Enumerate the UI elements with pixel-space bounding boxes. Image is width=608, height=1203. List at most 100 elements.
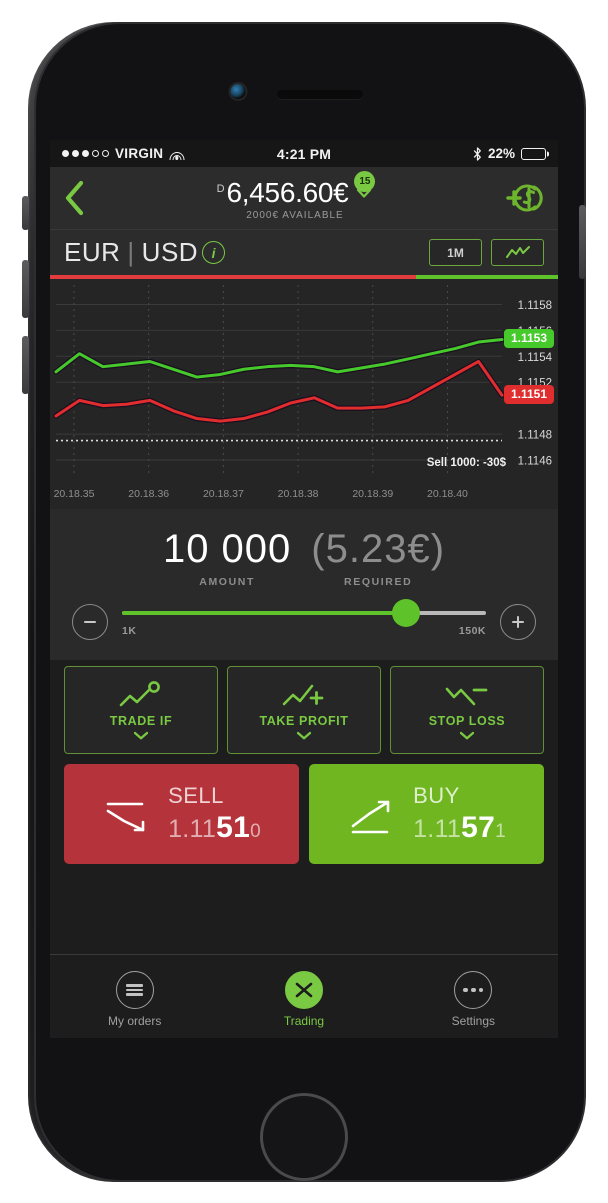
slider-handle[interactable] bbox=[391, 599, 420, 627]
sell-price-prefix: 1.11 bbox=[168, 815, 217, 843]
notification-badge: 15 bbox=[354, 171, 376, 192]
amount-slider-section: 1K 150K bbox=[50, 599, 558, 660]
ring-switch[interactable] bbox=[22, 196, 29, 230]
trade-if-button[interactable]: TRADE IF bbox=[64, 666, 218, 754]
svg-text:20.18.35: 20.18.35 bbox=[54, 488, 95, 500]
ellipsis-icon bbox=[454, 971, 493, 1009]
trading-icon bbox=[284, 971, 323, 1009]
price-chart[interactable]: 1.11581.11561.11541.11521.11481.114620.1… bbox=[50, 279, 558, 509]
svg-text:1.1154: 1.1154 bbox=[518, 352, 553, 364]
amount-slider[interactable]: 1K 150K bbox=[122, 599, 486, 637]
svg-text:1.1148: 1.1148 bbox=[518, 430, 552, 442]
increment-button[interactable] bbox=[500, 604, 536, 640]
back-chevron-icon[interactable] bbox=[64, 180, 86, 216]
balance-dropdown[interactable]: 15 bbox=[354, 171, 376, 202]
tab-trading-label: Trading bbox=[283, 1014, 325, 1028]
buy-price: 1.11571 bbox=[413, 811, 506, 845]
tab-my-orders-label: My orders bbox=[107, 1014, 162, 1028]
amount-value: 10 000 bbox=[162, 527, 292, 571]
tab-my-orders[interactable]: My orders bbox=[50, 971, 219, 1028]
minus-icon bbox=[84, 621, 96, 623]
volume-up-button[interactable] bbox=[22, 260, 29, 318]
sell-price-pips: 51 bbox=[216, 811, 251, 844]
sell-annotation: Sell 1000: -30$ bbox=[426, 457, 506, 469]
chevron-down-icon bbox=[357, 188, 372, 198]
stop-loss-label: STOP LOSS bbox=[428, 713, 506, 728]
buy-price-suffix: 1 bbox=[495, 821, 506, 842]
sentiment-buy-portion bbox=[415, 275, 558, 279]
amount-section: 10 000 AMOUNT (5.23€) REQUIRED bbox=[50, 509, 558, 602]
plus-icon bbox=[512, 616, 524, 628]
available-balance: 2000€ AVAILABLE bbox=[246, 210, 344, 221]
tab-trading[interactable]: Trading bbox=[219, 971, 388, 1028]
trade-if-icon bbox=[119, 680, 160, 706]
volume-down-button[interactable] bbox=[22, 336, 29, 394]
currency-pair[interactable]: EUR | USD bbox=[64, 237, 198, 268]
battery-icon bbox=[521, 147, 546, 160]
pair-separator: | bbox=[127, 237, 135, 267]
stop-loss-button[interactable]: STOP LOSS bbox=[390, 666, 544, 754]
carrier-name: VIRGIN bbox=[115, 146, 164, 161]
svg-text:20.18.38: 20.18.38 bbox=[278, 488, 319, 500]
slider-track[interactable] bbox=[122, 599, 486, 627]
slider-fill bbox=[122, 611, 406, 615]
info-icon[interactable]: i bbox=[202, 241, 226, 264]
slider-max-label: 150K bbox=[458, 625, 486, 637]
take-profit-icon bbox=[282, 684, 324, 705]
list-icon bbox=[115, 971, 154, 1009]
sentiment-sell-portion bbox=[50, 275, 416, 279]
add-funds-icon[interactable] bbox=[504, 178, 544, 218]
pair-quote: USD bbox=[141, 237, 199, 267]
trade-buttons-row: SELL 1.11510 BUY 1.11571 bbox=[50, 762, 558, 874]
front-camera bbox=[230, 84, 246, 99]
battery-percentage: 22% bbox=[487, 146, 515, 161]
stop-loss-icon bbox=[445, 687, 488, 705]
account-header: D 6,456.60€ 15 2000€ AVAILABLE bbox=[50, 167, 558, 229]
power-button[interactable] bbox=[579, 205, 586, 279]
svg-text:20.18.39: 20.18.39 bbox=[352, 488, 393, 500]
bid-price-tag: 1.1151 bbox=[503, 385, 554, 405]
svg-text:20.18.36: 20.18.36 bbox=[128, 488, 169, 500]
svg-text:20.18.37: 20.18.37 bbox=[203, 488, 244, 500]
balance-block[interactable]: D 6,456.60€ 15 2000€ AVAILABLE bbox=[86, 171, 504, 221]
required-group: (5.23€) REQUIRED bbox=[311, 527, 445, 588]
wifi-icon bbox=[169, 148, 185, 160]
sell-label: SELL bbox=[168, 783, 224, 808]
timeframe-button[interactable]: 1M bbox=[429, 239, 482, 266]
bluetooth-icon bbox=[473, 146, 481, 161]
tab-settings[interactable]: Settings bbox=[389, 971, 558, 1028]
chevron-down-icon bbox=[459, 731, 475, 739]
trade-if-label: TRADE IF bbox=[109, 713, 173, 728]
chart-type-button[interactable] bbox=[491, 239, 544, 266]
chevron-down-icon bbox=[296, 731, 312, 739]
decrement-button[interactable] bbox=[72, 604, 108, 640]
slider-min-label: 1K bbox=[122, 625, 137, 637]
home-button[interactable] bbox=[260, 1093, 348, 1181]
market-sentiment-bar bbox=[50, 275, 558, 279]
required-caption: REQUIRED bbox=[344, 576, 413, 588]
tab-settings-label: Settings bbox=[451, 1014, 495, 1028]
amount-caption: AMOUNT bbox=[199, 576, 255, 588]
buy-label: BUY bbox=[413, 783, 460, 808]
take-profit-button[interactable]: TAKE PROFIT bbox=[227, 666, 381, 754]
status-bar-clock: 4:21 PM bbox=[276, 145, 332, 162]
sell-button[interactable]: SELL 1.11510 bbox=[64, 764, 299, 864]
currency-pair-bar: EUR | USD i 1M bbox=[50, 229, 558, 275]
arrow-down-trend-icon bbox=[106, 802, 145, 832]
buy-button[interactable]: BUY 1.11571 bbox=[309, 764, 544, 864]
status-bar: VIRGIN 4:21 PM 22% bbox=[50, 140, 558, 167]
earpiece-speaker bbox=[277, 90, 363, 99]
amount-group[interactable]: 10 000 AMOUNT bbox=[163, 527, 291, 588]
line-chart-icon bbox=[505, 245, 530, 258]
signal-strength-icon bbox=[62, 150, 109, 157]
phone-screen: VIRGIN 4:21 PM 22% D 6,456.60€ bbox=[50, 140, 558, 1038]
balance-prefix: D bbox=[216, 183, 225, 195]
required-value: (5.23€) bbox=[311, 527, 446, 571]
ask-price-tag: 1.1153 bbox=[503, 329, 554, 349]
balance-amount: 6,456.60€ bbox=[226, 177, 349, 208]
pair-base: EUR bbox=[64, 237, 121, 267]
take-profit-label: TAKE PROFIT bbox=[259, 713, 349, 728]
sell-price: 1.11510 bbox=[168, 811, 261, 845]
svg-text:1.1146: 1.1146 bbox=[518, 456, 552, 468]
